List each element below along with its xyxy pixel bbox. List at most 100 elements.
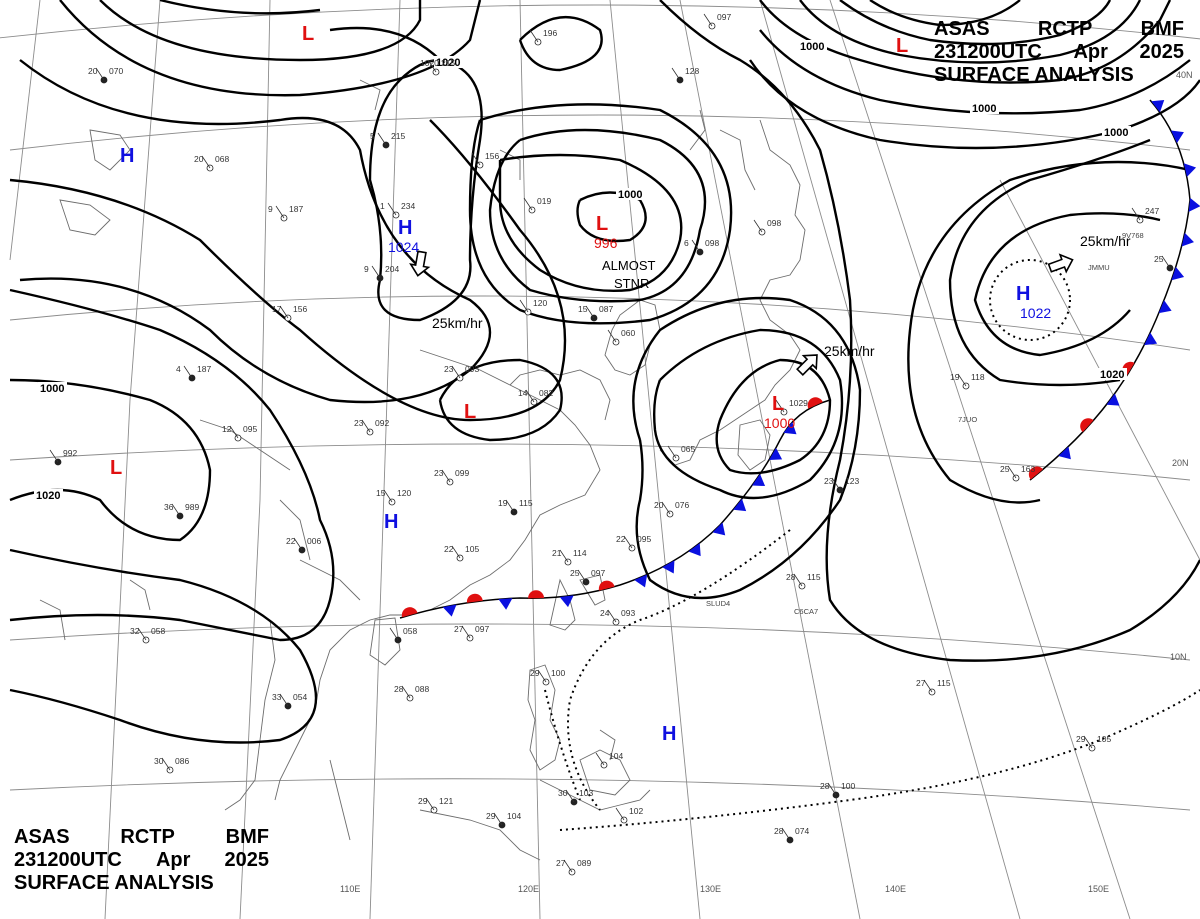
title-agency: ASAS — [934, 18, 990, 40]
station-plot: 20 076 — [654, 500, 689, 518]
motion-speed: 25km/hr — [432, 315, 483, 331]
station-temp: 36 — [164, 502, 174, 512]
isobar-label: 1000 — [40, 383, 64, 395]
station-temp: 14 — [518, 388, 528, 398]
station-plot: 1 234 — [380, 201, 415, 219]
station-plot: 12 095 — [222, 424, 257, 442]
station-pressure: 123 — [845, 476, 859, 486]
station-temp: 15 — [376, 488, 386, 498]
station-temp: 28 — [774, 826, 784, 836]
isobar-label: 1020 — [1100, 369, 1124, 381]
wind-barb-icon — [1161, 255, 1171, 269]
arrow-icon — [796, 354, 818, 376]
cold-front-triangle — [1181, 232, 1194, 247]
wind-barb-icon — [161, 757, 171, 771]
low-pressure-center: L — [896, 35, 908, 57]
station-plot: 25 163 — [1000, 464, 1035, 482]
wind-barb-icon — [383, 489, 393, 503]
station-plot: 14 082 — [518, 388, 553, 406]
motion-arrows: 25km/hr 25km/hr 25km/hr — [409, 233, 1131, 376]
station-temp: 33 — [272, 692, 282, 702]
wind-barb-icon — [371, 265, 381, 279]
high-pressure-center: H — [662, 723, 676, 745]
wind-barb-icon — [451, 545, 461, 559]
wind-barb-icon — [401, 685, 411, 699]
station-plot: 25 — [1154, 254, 1174, 272]
latitude-label: 20N — [1172, 458, 1189, 468]
station-pressure: 060 — [621, 328, 635, 338]
station-temp: 30 — [558, 788, 568, 798]
title-product: BMF — [1140, 18, 1184, 40]
isobars — [9, 0, 1200, 744]
title-product: BMF — [225, 826, 269, 848]
station-pressure: 247 — [1145, 206, 1159, 216]
wind-barb-icon — [171, 503, 181, 517]
station-plot: 156 — [471, 151, 499, 169]
station-temp: 12 — [222, 424, 232, 434]
longitude-label: 140E — [885, 884, 906, 894]
wind-barb-icon — [183, 365, 193, 379]
wind-barb-icon — [279, 305, 289, 319]
station-pressure: 019 — [537, 196, 551, 206]
station-temp: 4 — [176, 364, 181, 374]
cold-front-triangle — [769, 447, 783, 460]
station-pressure: 100 — [551, 668, 565, 678]
system-letter: H — [662, 723, 676, 745]
cold-front-triangle — [498, 598, 513, 610]
system-letter: L — [896, 35, 908, 57]
wind-barb-icon — [753, 219, 763, 233]
map-title-top-right: ASAS RCTP BMF 231200UTC Apr 2025 SURFACE… — [934, 18, 1184, 87]
title-analysis: SURFACE ANALYSIS — [934, 64, 1134, 86]
longitude-label: 110E — [340, 884, 360, 894]
stationary-note: ALMOST STNR — [602, 258, 656, 291]
system-letter: H — [398, 217, 412, 239]
wind-barb-icon — [537, 669, 547, 683]
station-plot: 120 — [519, 298, 547, 316]
station-pressure: 105 — [1097, 734, 1111, 744]
wind-barb-icon — [957, 373, 967, 387]
cold-front-triangle — [559, 595, 574, 608]
warm-front-semicircle — [466, 593, 483, 603]
station-plot: 32 058 — [130, 626, 165, 644]
station-pressure: 103 — [579, 788, 593, 798]
cold-front-triangle — [1144, 332, 1158, 346]
station-plot: 22 105 — [444, 544, 479, 562]
motion-arrow: 25km/hr — [796, 343, 875, 376]
station-pressure: 095 — [243, 424, 257, 434]
station-pressure: 058 — [403, 626, 417, 636]
station-temp: 24 — [600, 608, 610, 618]
station-pressure: 215 — [441, 58, 455, 68]
station-temp: 32 — [130, 626, 140, 636]
wind-barb-icon — [565, 789, 575, 803]
wind-barb-icon — [559, 549, 569, 563]
cold-front-triangle — [688, 543, 701, 557]
wind-barb-icon — [529, 29, 539, 43]
ship-ids: JMMU 9V768 7JUO C6CA7 SLUD4 — [706, 231, 1144, 616]
station-pressure: 097 — [591, 568, 605, 578]
station-plot: 30 103 — [558, 788, 593, 806]
station-plot: 28 074 — [774, 826, 809, 844]
station-pressure: 102 — [629, 806, 643, 816]
wind-barb-icon — [923, 679, 933, 693]
station-pressure: 070 — [109, 66, 123, 76]
station-plot: 9 204 — [364, 264, 399, 282]
station-temp: 1020 — [420, 58, 439, 68]
ship-id: JMMU — [1088, 263, 1110, 272]
station-pressure: 118 — [971, 372, 985, 382]
wind-barb-icon — [623, 535, 633, 549]
wind-barb-icon — [275, 205, 285, 219]
isobar-label: 1000 — [800, 41, 824, 53]
system-pressure: 996 — [594, 235, 618, 251]
station-pressure: 1029 — [789, 398, 808, 408]
title-month: Apr — [155, 849, 191, 871]
system-letter: H — [384, 511, 398, 533]
station-plot: 065 — [667, 444, 695, 462]
low-pressure-center: L — [110, 457, 122, 479]
station-plot: 23 099 — [434, 468, 469, 486]
station-temp: 30 — [154, 756, 164, 766]
station-plot: 097 — [703, 12, 731, 30]
map-title-bottom-left: ASAS RCTP BMF 231200UTC Apr 2025 SURFACE… — [14, 826, 269, 895]
station-pressure: 098 — [705, 238, 719, 248]
